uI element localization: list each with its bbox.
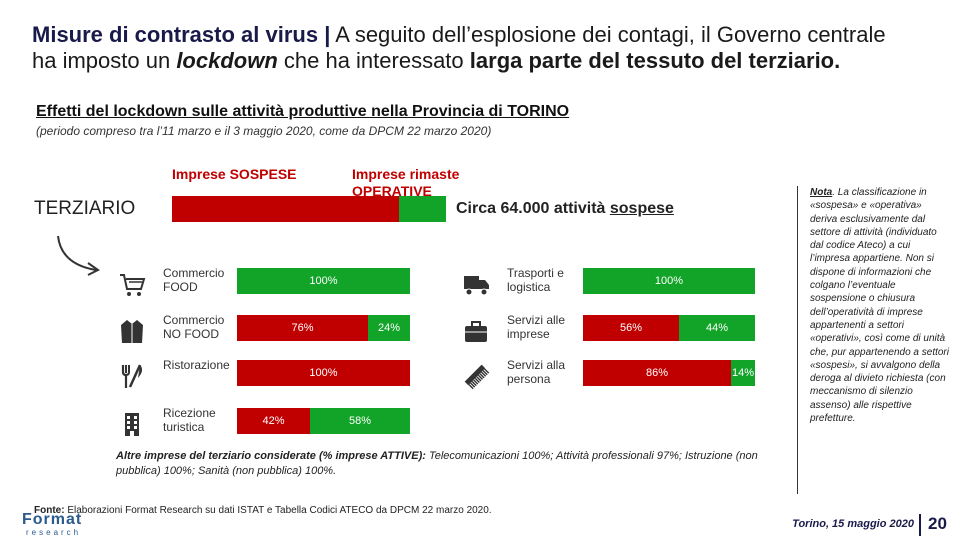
- legend-suspended: Imprese SOSPESE: [172, 166, 297, 182]
- item-bar: 56% 44%: [583, 315, 755, 341]
- bar-segment-operative: 14%: [731, 360, 755, 386]
- side-note: Nota. La classificazione in «sospesa» e …: [797, 186, 949, 494]
- source-lead: Fonte:: [34, 505, 65, 516]
- title-text-2: che ha interessato: [277, 48, 470, 73]
- item-bar: 86% 14%: [583, 360, 755, 386]
- title-bold-2: larga parte del tessuto del terziario.: [469, 48, 841, 73]
- item-bar: 76% 24%: [237, 315, 410, 341]
- item-bar: 100%: [237, 268, 410, 294]
- item-label: Ristorazione: [163, 358, 230, 372]
- item-label: Commercio NO FOOD: [163, 313, 225, 341]
- format-research-logo-sub: research: [26, 528, 82, 537]
- overall-bar-suspended: [172, 196, 399, 222]
- comb-icon: [462, 362, 490, 390]
- format-research-logo: Format: [22, 511, 83, 528]
- overall-bar-operative: [399, 196, 446, 222]
- item-label: Servizi alle imprese: [507, 313, 566, 341]
- bar-segment-suspended: 86%: [583, 360, 731, 386]
- title-bold: Misure di contrasto al virus |: [32, 22, 331, 47]
- jacket-icon: [118, 317, 146, 345]
- period-note: (periodo compreso tra l’11 marzo e il 3 …: [36, 124, 492, 138]
- item-label: Servizi alla persona: [507, 358, 566, 386]
- item-label: Commercio FOOD: [163, 266, 225, 294]
- summary-underlined: sospese: [609, 200, 674, 217]
- other-text: Telecomunicazioni 100%; Attività profess…: [116, 450, 758, 477]
- item-bar: 100%: [237, 360, 410, 386]
- footer-divider: [919, 514, 921, 536]
- page-title: Misure di contrasto al virus | A seguito…: [32, 22, 912, 74]
- title-text-1: A seguito dell’esplosione dei contagi, i…: [32, 22, 886, 73]
- bar-segment-operative: 100%: [237, 268, 410, 294]
- chart-subtitle: Effetti del lockdown sulle attività prod…: [36, 103, 570, 120]
- bar-segment-operative: 100%: [583, 268, 755, 294]
- item-label: Trasporti e logistica: [507, 266, 564, 294]
- side-note-title: Nota: [810, 187, 833, 198]
- bar-segment-suspended: 42%: [237, 408, 310, 434]
- title-italic: lockdown: [176, 48, 278, 73]
- truck-icon: [462, 270, 490, 298]
- bar-segment-operative: 44%: [679, 315, 755, 341]
- shopping-cart-icon: [118, 270, 146, 298]
- bar-segment-suspended: 56%: [583, 315, 679, 341]
- other-lead: Altre imprese del terziario considerate …: [116, 450, 426, 462]
- bar-segment-suspended: 76%: [237, 315, 368, 341]
- footer-date: Torino, 15 maggio 2020: [792, 518, 914, 530]
- bar-segment-operative: 24%: [368, 315, 410, 341]
- source-note: Fonte: Elaborazioni Format Research su d…: [34, 505, 492, 516]
- overall-bar: [172, 196, 446, 222]
- source-text: Elaborazioni Format Research su dati IST…: [64, 505, 492, 516]
- hotel-building-icon: [118, 410, 146, 438]
- other-sectors-note: Altre imprese del terziario considerate …: [116, 449, 796, 479]
- item-bar: 100%: [583, 268, 755, 294]
- sector-label: TERZIARIO: [34, 198, 136, 219]
- briefcase-icon: [462, 317, 490, 345]
- cutlery-icon: [118, 362, 146, 390]
- item-label: Ricezione turistica: [163, 406, 216, 434]
- side-note-text: . La classificazione in «sospesa» e «ope…: [810, 187, 949, 425]
- page-number: 20: [928, 514, 947, 533]
- bar-segment-operative: 58%: [310, 408, 410, 434]
- item-bar: 42% 58%: [237, 408, 410, 434]
- summary-text: Circa 64.000 attività sospese: [456, 200, 674, 218]
- bar-segment-suspended: 100%: [237, 360, 410, 386]
- legend-operative: Imprese rimaste OPERATIVE: [352, 166, 460, 199]
- curved-arrow-icon: [57, 235, 100, 276]
- summary-prefix: Circa 64.000 attività: [456, 200, 610, 217]
